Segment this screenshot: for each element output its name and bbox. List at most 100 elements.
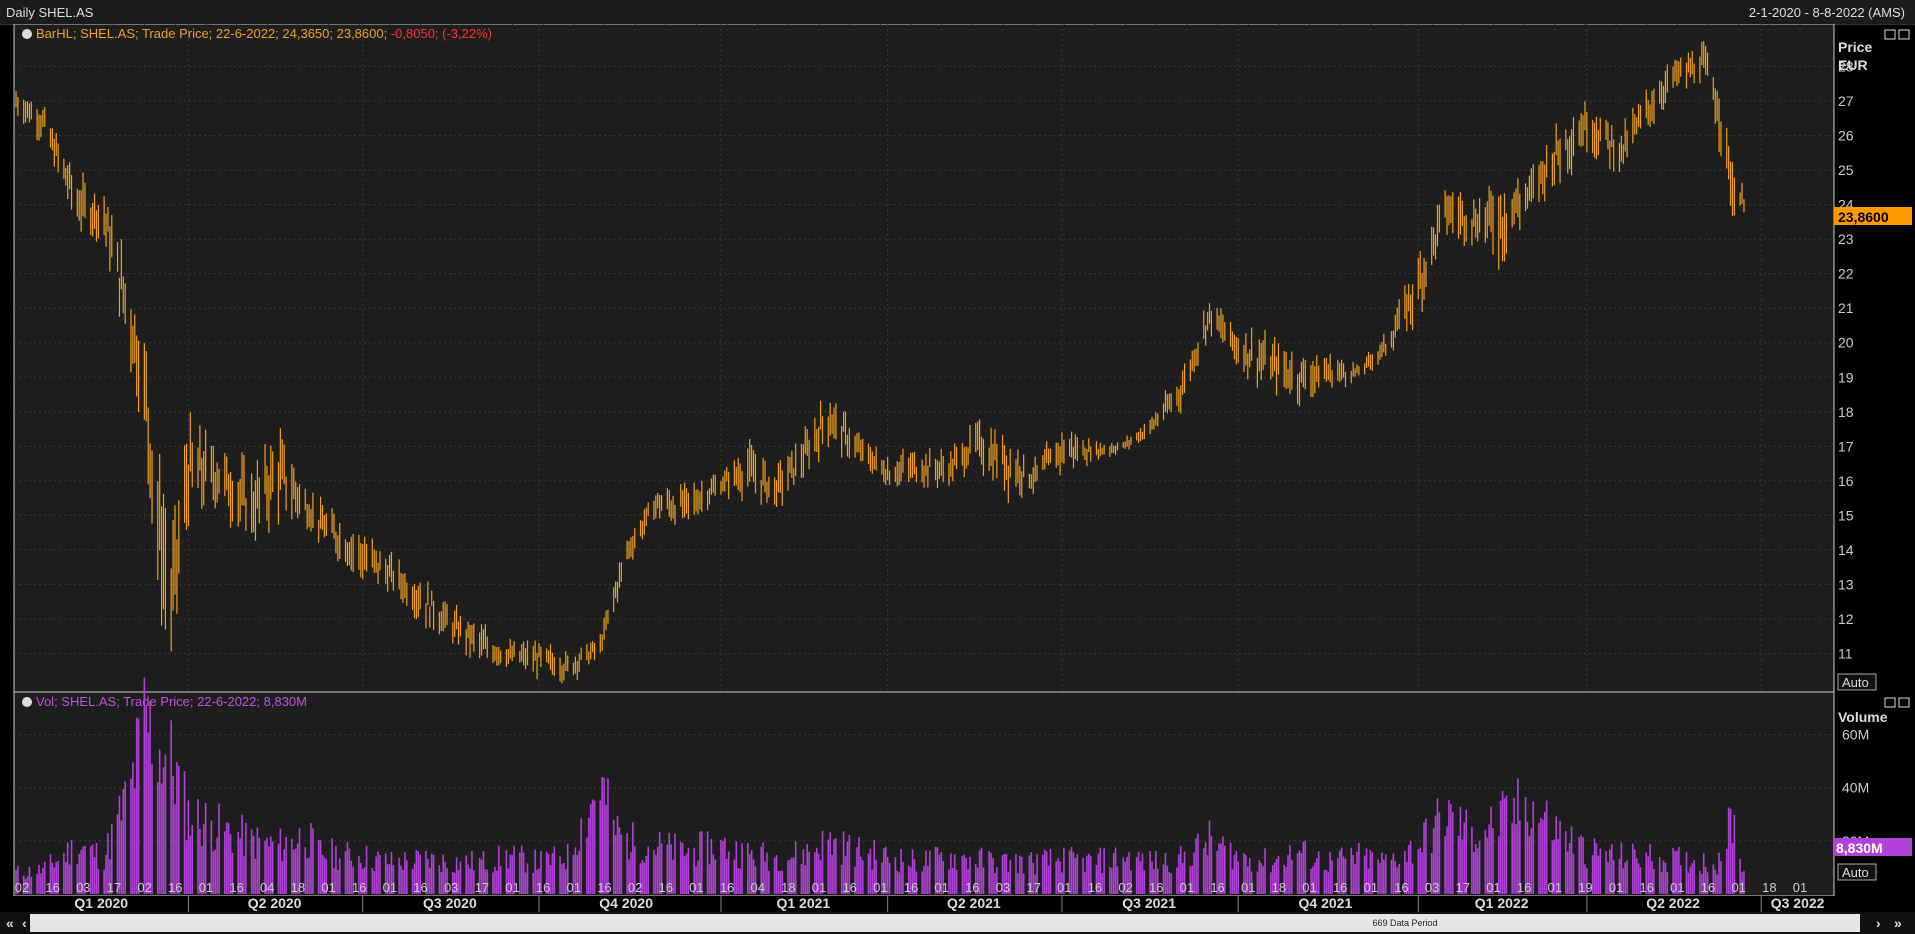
last-volume-badge [1834, 838, 1912, 856]
double-chevron-right-icon[interactable]: » [1894, 915, 1902, 931]
price-axis-unit: EUR [1838, 57, 1868, 73]
day-label: 16 [1210, 880, 1224, 895]
volume-pane[interactable] [13, 691, 1835, 897]
price-tick-label: 18 [1838, 404, 1854, 420]
price-tick-label: 13 [1838, 576, 1854, 592]
scrollbar-thumb[interactable] [30, 914, 1860, 932]
day-label: 01 [1609, 880, 1623, 895]
day-label: 01 [1241, 880, 1255, 895]
volume-auto-button[interactable] [1837, 863, 1877, 881]
day-label: 01 [812, 880, 826, 895]
price-tick-label: 17 [1838, 438, 1854, 454]
day-label: 18 [1272, 880, 1286, 895]
day-label: 18 [781, 880, 795, 895]
day-label: 18 [291, 880, 305, 895]
price-tick-label: 12 [1838, 611, 1854, 627]
day-label: 04 [260, 880, 274, 895]
price-tick-label: 26 [1838, 128, 1854, 144]
window-title: Daily SHEL.AS [6, 5, 94, 20]
price-close-icon[interactable] [1898, 29, 1910, 40]
day-label: 01 [934, 880, 948, 895]
volume-maximize-icon[interactable] [1884, 697, 1896, 708]
price-legend: BarHL; SHEL.AS; Trade Price; 22-6-2022; … [36, 26, 492, 41]
day-label: 01 [1180, 880, 1194, 895]
scrollbar-label: 669 Data Period [1372, 918, 1437, 928]
quarter-label: Q1 2021 [776, 895, 830, 911]
day-label: 16 [904, 880, 918, 895]
day-label: 01 [1057, 880, 1071, 895]
price-tick-label: 25 [1838, 162, 1854, 178]
price-tick-label: 14 [1838, 542, 1854, 558]
day-label: 16 [720, 880, 734, 895]
x-axis-day-labels: 02 16 03 17 02 16 01 16 04 18 01 16 01 16 03 17 01 16 01 16… [15, 880, 1807, 895]
day-label: 02 [1118, 880, 1132, 895]
price-axis-title: Price [1838, 39, 1872, 55]
day-label: 01 [1731, 880, 1745, 895]
day-label: 01 [199, 880, 213, 895]
price-tick-label: 27 [1838, 93, 1854, 109]
window-titlebar: Daily SHEL.AS 2-1-2020 - 8-8-2022 (AMS) [0, 0, 1915, 25]
volume-tick-label: 60M [1842, 727, 1869, 743]
day-label: 16 [1333, 880, 1347, 895]
price-bars [15, 40, 1745, 684]
last-price-label: 23,8600 [1838, 209, 1889, 225]
quarter-label: Q3 2022 [1771, 895, 1825, 911]
chevron-right-icon[interactable]: › [1876, 915, 1881, 931]
day-label: 17 [475, 880, 489, 895]
day-label: 16 [1701, 880, 1715, 895]
quarter-label: Q2 2020 [248, 895, 302, 911]
day-label: 16 [965, 880, 979, 895]
quarter-label: Q1 2020 [74, 895, 128, 911]
volume-bars [15, 677, 1745, 894]
last-volume-label: 8,830M [1836, 840, 1883, 856]
chevron-left-icon[interactable]: ‹ [22, 915, 27, 931]
date-range: 2-1-2020 - 8-8-2022 (AMS) [1748, 5, 1905, 20]
volume-study-icon[interactable] [22, 697, 32, 707]
day-label: 16 [352, 880, 366, 895]
day-label: 17 [1456, 880, 1470, 895]
day-label: 16 [536, 880, 550, 895]
day-label: 16 [1149, 880, 1163, 895]
day-label: 02 [628, 880, 642, 895]
volume-close-icon[interactable] [1898, 697, 1910, 708]
quarter-label: Q3 2021 [1122, 895, 1176, 911]
price-tick-label: 16 [1838, 473, 1854, 489]
day-label: 16 [168, 880, 182, 895]
quarter-label: Q4 2020 [599, 895, 653, 911]
price-tick-label: 22 [1838, 266, 1854, 282]
day-label: 03 [996, 880, 1010, 895]
day-label: 16 [413, 880, 427, 895]
day-label: 16 [842, 880, 856, 895]
day-label: 01 [1302, 880, 1316, 895]
quarter-label: Q2 2022 [1646, 895, 1700, 911]
day-label: 04 [750, 880, 764, 895]
day-label: 01 [1486, 880, 1500, 895]
volume-axis-ticks: 60M40M20M [1842, 727, 1869, 849]
last-price-badge [1834, 207, 1912, 225]
price-study-icon[interactable] [22, 29, 32, 39]
volume-auto-label: Auto [1842, 865, 1869, 880]
day-label: 01 [873, 880, 887, 895]
day-label: 01 [689, 880, 703, 895]
quarter-label: Q2 2021 [947, 895, 1001, 911]
day-label: 16 [1517, 880, 1531, 895]
day-label: 16 [597, 880, 611, 895]
day-label: 16 [229, 880, 243, 895]
day-label: 01 [567, 880, 581, 895]
day-label: 01 [1364, 880, 1378, 895]
double-chevron-left-icon[interactable]: « [6, 915, 14, 931]
day-label: 17 [1026, 880, 1040, 895]
day-label: 01 [1793, 880, 1807, 895]
price-tick-label: 23 [1838, 231, 1854, 247]
quarter-label: Q4 2021 [1299, 895, 1353, 911]
price-pane[interactable] [13, 24, 1835, 693]
price-auto-button[interactable] [1837, 673, 1877, 691]
price-tick-label: 28 [1838, 59, 1854, 75]
day-label: 17 [107, 880, 121, 895]
day-label: 16 [45, 880, 59, 895]
day-label: 03 [444, 880, 458, 895]
price-maximize-icon[interactable] [1884, 29, 1896, 40]
day-label: 01 [383, 880, 397, 895]
